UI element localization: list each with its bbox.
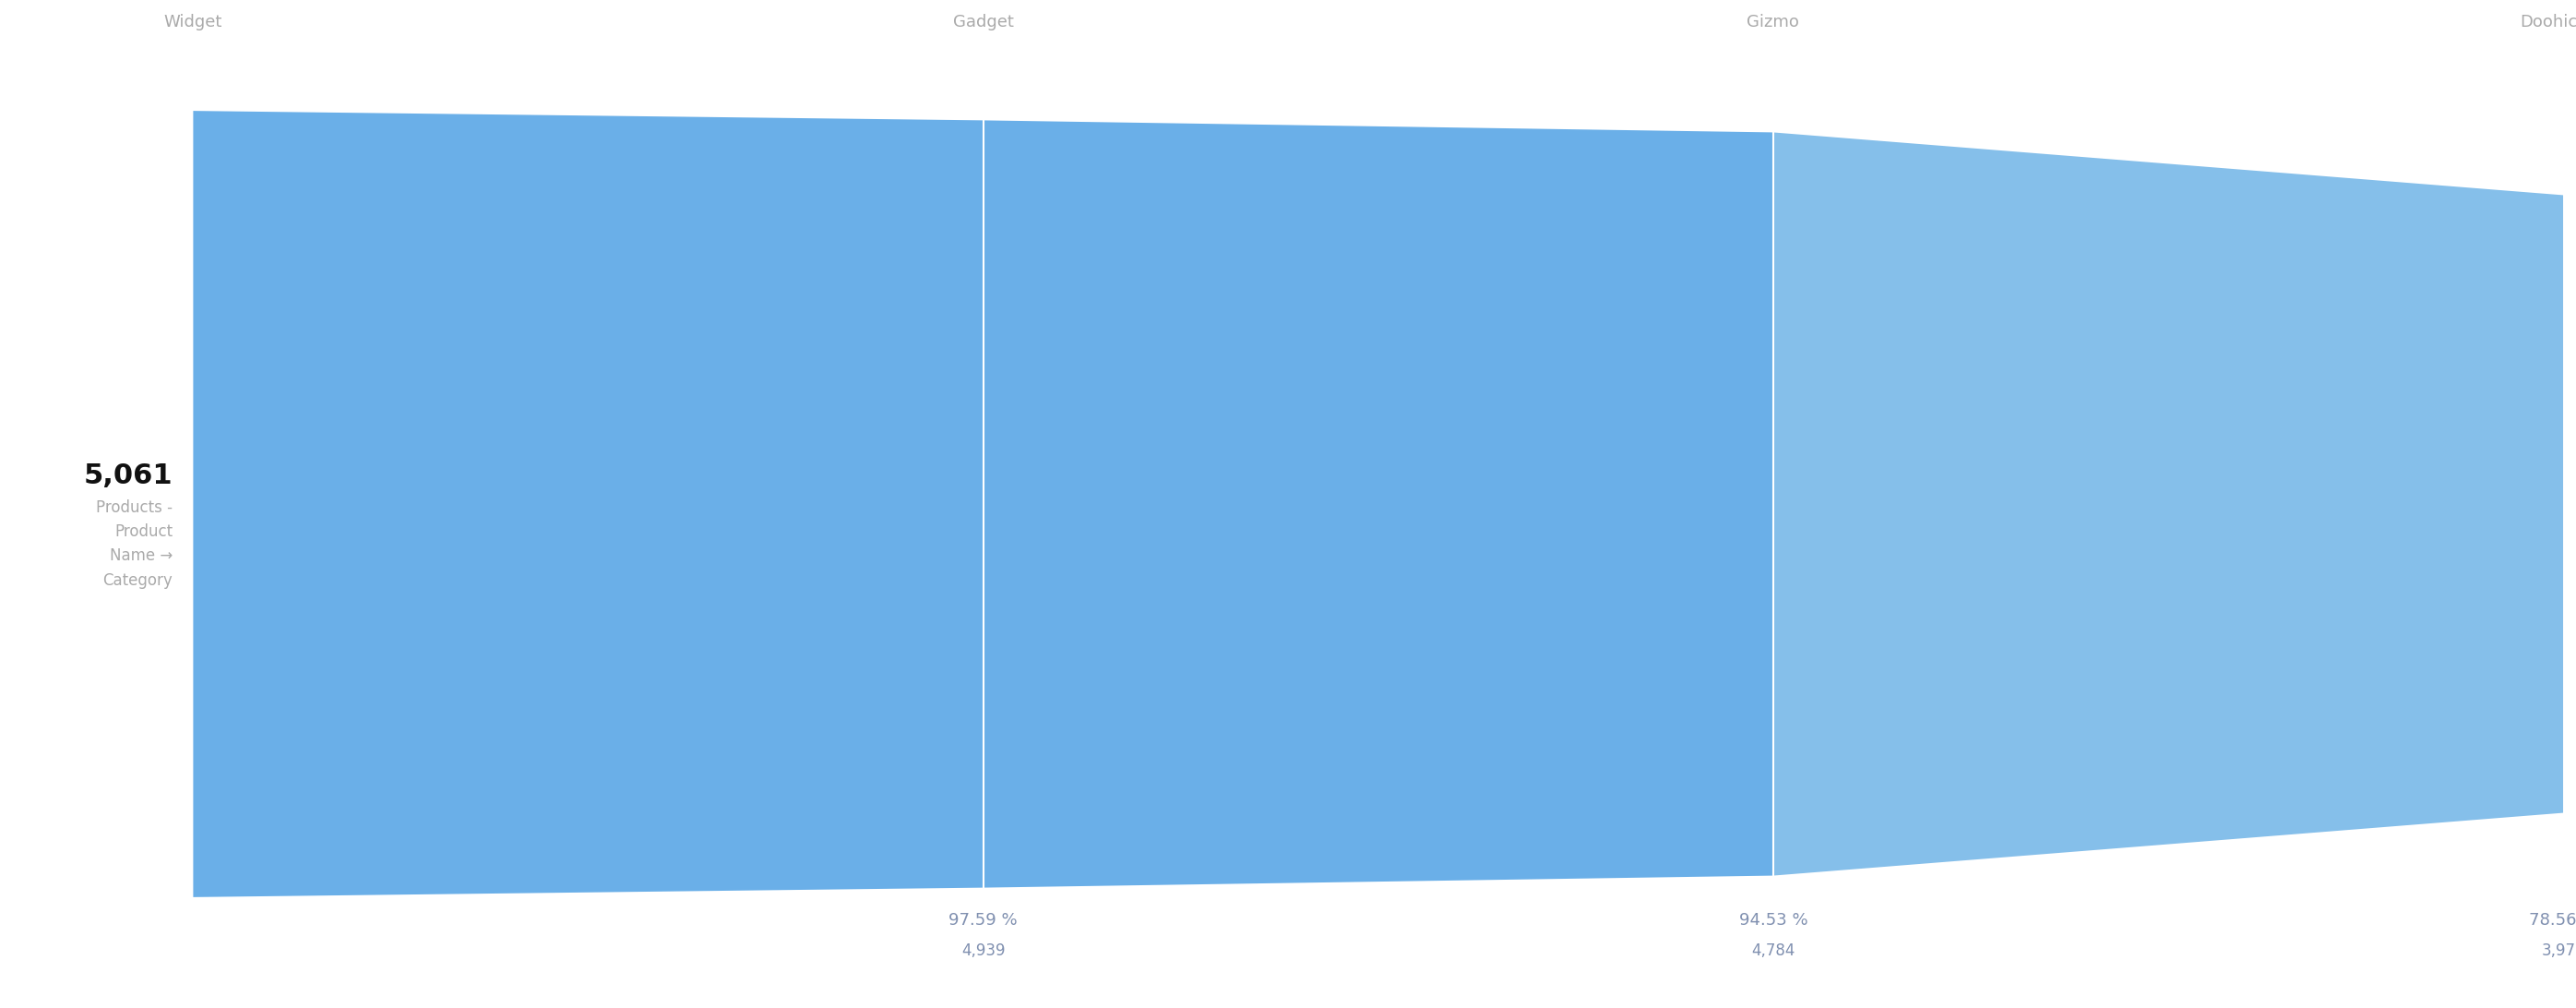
- Polygon shape: [1772, 132, 2563, 876]
- Text: Gadget: Gadget: [953, 14, 1012, 30]
- Text: Products -
Product
Name →
Category: Products - Product Name → Category: [95, 499, 173, 589]
- Text: Doohickey: Doohickey: [2519, 14, 2576, 30]
- Text: Widget: Widget: [165, 14, 222, 30]
- Polygon shape: [984, 120, 1772, 888]
- Text: 4,939: 4,939: [961, 942, 1005, 959]
- Polygon shape: [193, 111, 984, 897]
- Text: Gizmo: Gizmo: [1747, 14, 1801, 30]
- Text: 97.59 %: 97.59 %: [948, 912, 1018, 928]
- Text: 5,061: 5,061: [82, 462, 173, 489]
- Text: 4,784: 4,784: [1752, 942, 1795, 959]
- Text: 3,976: 3,976: [2540, 942, 2576, 959]
- Text: 78.56 %: 78.56 %: [2530, 912, 2576, 928]
- Text: 94.53 %: 94.53 %: [1739, 912, 1808, 928]
